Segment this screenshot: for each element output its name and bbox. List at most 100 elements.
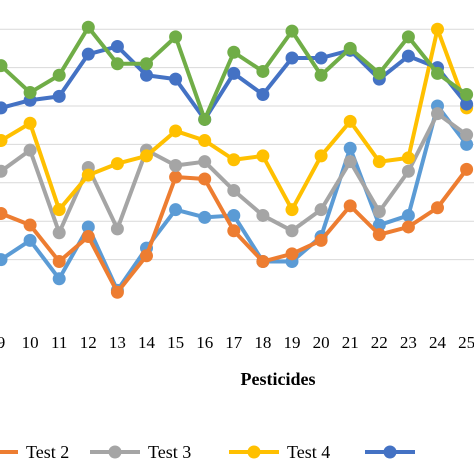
data-point [0, 164, 8, 178]
data-point [401, 49, 415, 63]
x-tick-label: 21 [342, 333, 359, 352]
data-point [343, 41, 357, 55]
x-tick-label: 14 [138, 333, 156, 352]
data-point [227, 45, 241, 59]
x-tick-label: 19 [284, 333, 301, 352]
data-point [52, 68, 66, 82]
legend-swatch-marker [108, 445, 122, 459]
data-point [314, 149, 328, 163]
x-tick-label: 20 [313, 333, 330, 352]
data-point [401, 30, 415, 44]
data-point [169, 124, 183, 138]
legend-swatch-marker [383, 445, 397, 459]
data-point [460, 97, 474, 111]
series-6 [0, 20, 474, 126]
data-point [343, 141, 357, 155]
data-point [343, 199, 357, 213]
data-point [431, 201, 444, 215]
legend-item: Test 4 [229, 442, 330, 462]
data-point [314, 68, 328, 82]
data-point [169, 72, 183, 86]
data-point [460, 87, 474, 101]
data-point [140, 68, 153, 82]
data-point [23, 86, 37, 100]
legend-label: Test 3 [148, 442, 191, 462]
data-point [81, 168, 95, 182]
data-point [372, 205, 386, 219]
x-tick-label: 24 [429, 333, 447, 352]
data-point [227, 66, 241, 80]
data-point [314, 203, 328, 217]
data-point [110, 222, 124, 236]
x-tick-label: 10 [22, 333, 39, 352]
data-point [343, 114, 357, 128]
data-point [81, 230, 95, 244]
data-point [227, 224, 241, 238]
legend-swatch-marker [247, 445, 261, 459]
data-point [52, 203, 66, 217]
x-tick-label: 9 [0, 333, 5, 352]
x-tick-label: 11 [51, 333, 67, 352]
data-point [401, 151, 415, 165]
data-point [227, 208, 241, 222]
data-point [0, 207, 8, 221]
data-point [110, 285, 124, 299]
data-point [285, 51, 299, 65]
series-layer [0, 20, 474, 299]
data-point [81, 220, 95, 234]
data-point [372, 155, 386, 169]
data-point [110, 57, 124, 71]
data-point [285, 247, 299, 261]
x-tick-label: 17 [225, 333, 243, 352]
data-point [81, 20, 95, 34]
x-tick-label: 15 [167, 333, 184, 352]
data-point [140, 149, 153, 163]
data-point [227, 183, 241, 197]
legend-item: Test 2 [0, 442, 69, 462]
data-point [110, 157, 124, 171]
x-tick-label: 13 [109, 333, 126, 352]
data-point [285, 24, 299, 38]
data-point [460, 137, 474, 151]
data-point [169, 203, 183, 217]
data-point [256, 87, 270, 101]
data-point [198, 155, 212, 169]
data-point [140, 57, 153, 71]
data-point [401, 164, 415, 178]
data-point [52, 255, 66, 269]
data-point [256, 255, 270, 269]
x-tick-label: 16 [196, 333, 213, 352]
data-point [372, 218, 386, 232]
data-point [23, 233, 37, 247]
x-tick-label: 12 [80, 333, 97, 352]
x-axis-ticks: 9 10 11 12 13 14 15 16 17 18 19 20 21 22 23 24 25 [0, 333, 474, 352]
data-point [372, 228, 386, 242]
data-point [314, 233, 328, 247]
series-2 [0, 162, 474, 299]
data-point [314, 51, 328, 65]
legend-label: Test 4 [287, 442, 330, 462]
data-point [256, 208, 270, 222]
data-point [431, 22, 444, 36]
data-point [401, 220, 415, 234]
data-point [0, 134, 8, 148]
data-point [110, 39, 124, 53]
data-point [169, 30, 183, 44]
x-tick-label: 23 [400, 333, 417, 352]
data-point [227, 153, 241, 167]
data-point [169, 170, 183, 184]
data-point [23, 218, 37, 232]
data-point [52, 89, 66, 103]
legend-label: Test 2 [26, 442, 69, 462]
data-point [198, 112, 212, 126]
x-tick-label: 18 [254, 333, 271, 352]
data-point [285, 224, 299, 238]
series-3 [0, 107, 474, 240]
data-point [140, 249, 153, 263]
legend-item: Test 3 [90, 442, 191, 462]
data-point [198, 134, 212, 148]
data-point [372, 66, 386, 80]
data-point [343, 155, 357, 169]
data-point [401, 208, 415, 222]
x-axis-label: Pesticides [241, 369, 316, 389]
